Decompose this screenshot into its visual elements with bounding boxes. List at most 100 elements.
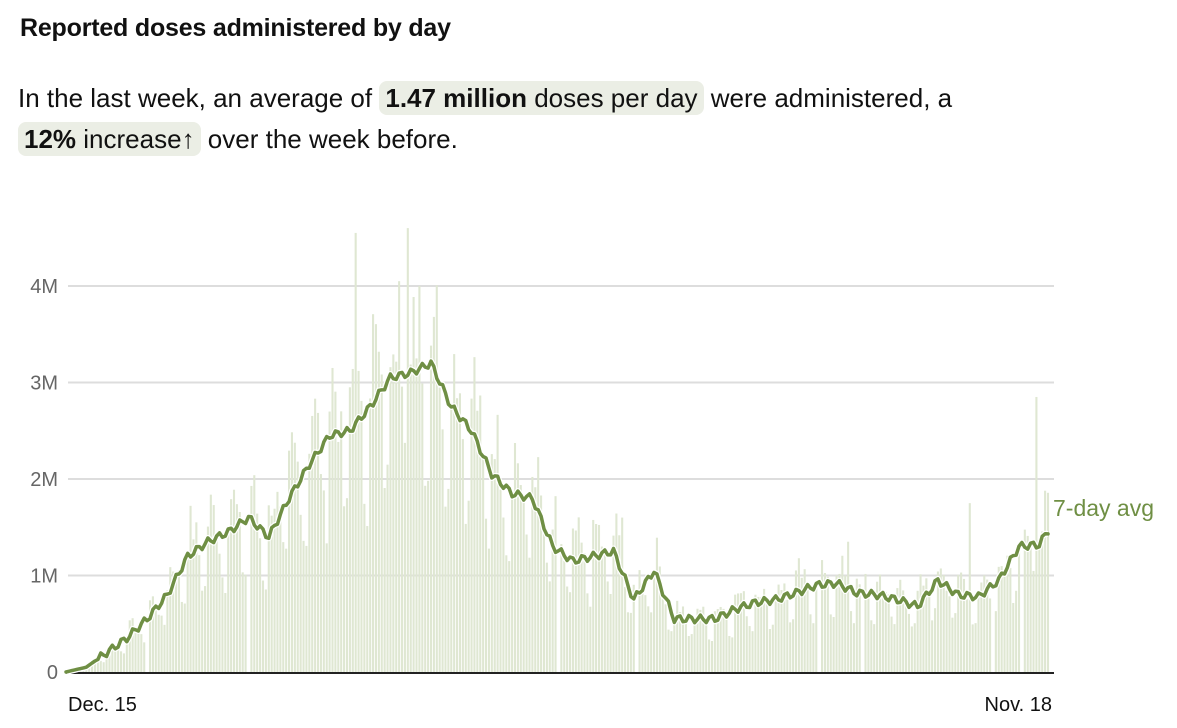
daily-bar (708, 639, 711, 672)
daily-bar (398, 281, 401, 672)
daily-bar (316, 412, 320, 672)
daily-bar (577, 517, 580, 672)
daily-bar (1023, 529, 1026, 672)
daily-bar (606, 581, 609, 672)
daily-bar (427, 480, 430, 672)
daily-bar (331, 367, 334, 672)
daily-bar (545, 562, 548, 672)
daily-bar (855, 578, 858, 672)
daily-bar (105, 649, 108, 672)
daily-bar (435, 285, 438, 672)
daily-bar (343, 506, 346, 672)
daily-bar (748, 626, 751, 672)
daily-bar (890, 616, 893, 672)
summary-suffix: over the week before. (207, 124, 458, 154)
daily-bar (745, 616, 748, 672)
daily-bar (902, 590, 905, 672)
daily-bar (525, 534, 528, 672)
daily-bar (595, 523, 598, 672)
daily-bar (357, 370, 360, 672)
daily-bar (624, 587, 627, 672)
daily-bar (319, 474, 322, 672)
daily-bar (847, 541, 850, 672)
daily-bar (1044, 490, 1047, 672)
daily-bar (354, 232, 357, 673)
summary-middle: were administered, a (710, 83, 953, 113)
daily-bar (415, 358, 418, 672)
daily-bar (754, 594, 757, 672)
daily-bar (192, 539, 195, 672)
daily-bar (148, 600, 152, 672)
daily-bar (267, 505, 270, 672)
daily-bar (629, 612, 632, 672)
daily-bar (667, 629, 670, 672)
daily-bar (392, 354, 395, 672)
daily-bar (421, 383, 424, 672)
daily-bar (832, 617, 835, 672)
daily-bar (650, 612, 653, 672)
daily-bar (690, 634, 693, 672)
daily-bar (180, 601, 183, 672)
daily-bar (1032, 570, 1035, 672)
daily-bar (125, 638, 128, 672)
change-value: 12% (24, 124, 77, 154)
daily-bar (186, 555, 189, 672)
daily-bar (363, 503, 366, 672)
daily-bar (496, 414, 499, 672)
daily-bar (664, 604, 667, 672)
daily-bar (230, 499, 233, 672)
daily-bar (687, 636, 690, 672)
daily-bar (763, 588, 766, 672)
daily-bar (334, 391, 337, 672)
daily-bar (418, 286, 421, 672)
daily-bar (134, 631, 137, 672)
daily-bar (618, 535, 621, 672)
daily-bar (597, 524, 601, 672)
daily-bar (429, 345, 433, 672)
daily-bar (679, 612, 682, 672)
daily-bar (916, 590, 919, 672)
daily-bar (742, 591, 745, 672)
daily-bar (516, 463, 519, 672)
daily-bar (160, 615, 163, 672)
daily-bar (661, 595, 664, 672)
daily-bar (290, 432, 293, 672)
daily-bar (177, 569, 181, 672)
daily-bar (968, 503, 971, 672)
daily-bar (962, 578, 966, 672)
daily-bar (681, 606, 685, 672)
daily-bar (444, 506, 447, 672)
daily-bar (592, 519, 595, 672)
daily-bar (250, 485, 253, 672)
daily-bar (1026, 535, 1029, 672)
daily-bar (870, 620, 873, 672)
daily-bar (215, 540, 218, 672)
y-tick-label: 2M (30, 469, 58, 491)
daily-bar (931, 620, 934, 672)
daily-bar (91, 661, 94, 672)
daily-bar (638, 570, 641, 672)
daily-bar (971, 624, 974, 672)
daily-bar (374, 324, 377, 672)
daily-bar (403, 442, 406, 672)
daily-bar (765, 597, 769, 672)
x-tick-label: Dec. 15 (68, 694, 137, 716)
daily-bar (977, 590, 980, 672)
daily-bar (204, 586, 207, 672)
daily-bar (876, 581, 879, 672)
daily-bar (737, 593, 740, 672)
daily-bar (467, 500, 470, 672)
daily-bar (548, 581, 551, 672)
daily-bar (325, 543, 328, 672)
daily-bar (369, 398, 372, 672)
daily-bar (786, 599, 789, 672)
daily-bar (441, 429, 444, 672)
daily-bar (122, 653, 125, 672)
daily-bar (453, 354, 456, 672)
daily-bar (163, 624, 166, 672)
daily-bar (983, 575, 986, 672)
daily-bar (464, 523, 467, 672)
daily-bar (609, 593, 612, 672)
summary-text: In the last week, an average of 1.47 mil… (18, 78, 1138, 160)
